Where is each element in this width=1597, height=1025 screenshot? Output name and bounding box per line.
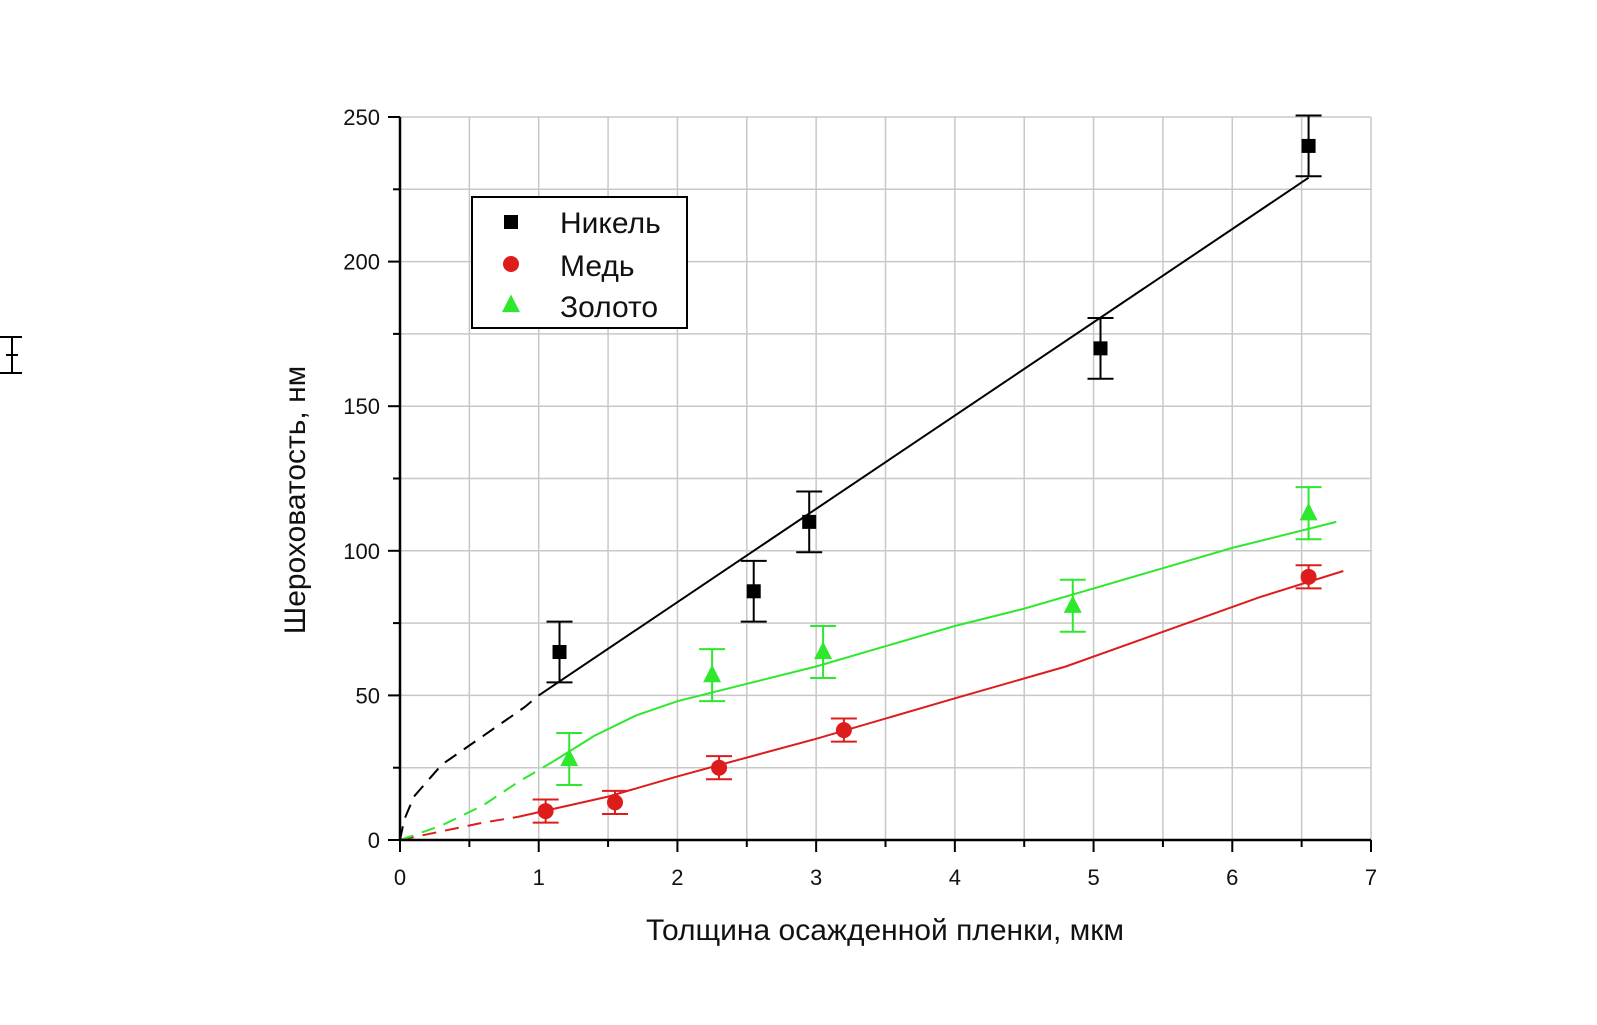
fit-line-dashed-gold bbox=[399, 761, 554, 841]
x-tick-label: 4 bbox=[949, 865, 961, 890]
data-point-nickel bbox=[1301, 138, 1316, 153]
y-tick-label: 250 bbox=[343, 105, 380, 130]
axes bbox=[388, 116, 1372, 852]
x-tick-label: 7 bbox=[1365, 865, 1377, 890]
data-point-gold bbox=[703, 664, 722, 683]
x-tick-label: 2 bbox=[671, 865, 683, 890]
x-tick-label: 1 bbox=[533, 865, 545, 890]
legend-symbols bbox=[502, 215, 520, 313]
legend-label-nickel: Никель bbox=[560, 207, 661, 240]
legend-symbol-nickel bbox=[504, 215, 518, 229]
x-tick-label: 6 bbox=[1226, 865, 1238, 890]
y-tick-label: 200 bbox=[343, 250, 380, 275]
data-point-nickel bbox=[802, 514, 817, 529]
fit-line-nickel bbox=[538, 176, 1310, 697]
data-markers bbox=[537, 138, 1318, 820]
data-point-gold bbox=[1299, 502, 1318, 521]
data-point-gold bbox=[1063, 595, 1082, 613]
legend-symbol-copper bbox=[503, 256, 519, 272]
y-tick-label: 100 bbox=[343, 539, 380, 564]
data-point-nickel bbox=[1093, 341, 1108, 356]
data-point-copper bbox=[1300, 568, 1317, 585]
y-tick-label: 150 bbox=[343, 394, 380, 419]
legend: Никель Медь Золото bbox=[471, 196, 688, 329]
x-axis-title: Толщина осажденной пленки, мкм bbox=[646, 914, 1124, 947]
fit-line-dashed-nickel bbox=[399, 694, 540, 841]
y-tick-label: 0 bbox=[368, 828, 380, 853]
y-tick-label: 50 bbox=[356, 683, 380, 708]
data-point-nickel bbox=[552, 645, 567, 660]
data-point-copper bbox=[607, 794, 624, 811]
data-point-gold bbox=[560, 748, 579, 767]
y-axis-title: Шероховатость, нм bbox=[279, 366, 312, 635]
data-point-copper bbox=[537, 803, 554, 820]
legend-label-gold: Золото bbox=[560, 291, 658, 324]
x-tick-labels: 0 1 2 3 4 5 6 7 bbox=[394, 865, 1377, 890]
fit-line-copper bbox=[517, 570, 1344, 818]
stray-errorbar-mark bbox=[0, 336, 22, 374]
legend-label-copper: Медь bbox=[560, 250, 635, 283]
x-tick-label: 0 bbox=[394, 865, 406, 890]
fit-line-dashed-copper bbox=[399, 815, 519, 841]
data-point-copper bbox=[711, 759, 728, 776]
y-tick-labels: 0 50 100 150 200 250 bbox=[343, 105, 380, 853]
data-point-nickel bbox=[746, 584, 761, 599]
x-tick-label: 3 bbox=[810, 865, 822, 890]
fit-line-gold bbox=[552, 520, 1337, 763]
fit-lines bbox=[399, 176, 1344, 841]
x-tick-label: 5 bbox=[1087, 865, 1099, 890]
data-point-gold bbox=[814, 641, 833, 660]
legend-symbol-gold bbox=[502, 294, 520, 313]
grid bbox=[400, 116, 1372, 840]
data-point-copper bbox=[835, 722, 852, 739]
